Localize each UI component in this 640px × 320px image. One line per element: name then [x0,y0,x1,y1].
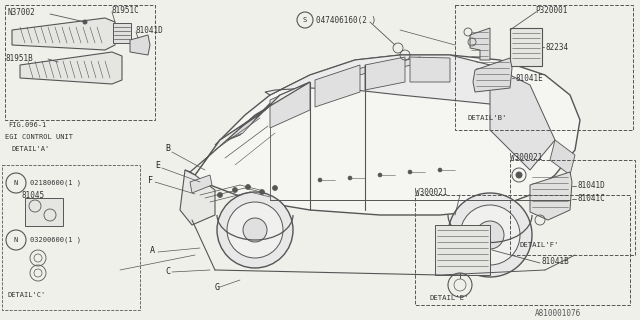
Text: 81041C: 81041C [578,194,605,203]
Polygon shape [365,57,405,90]
Circle shape [243,218,267,242]
Polygon shape [375,57,425,72]
Polygon shape [473,58,512,92]
Text: 81041D: 81041D [578,180,605,189]
Polygon shape [20,52,122,84]
Circle shape [227,202,283,258]
Bar [25,198,63,226]
Text: 81951B: 81951B [5,53,33,62]
Text: DETAIL'A': DETAIL'A' [12,146,51,152]
Circle shape [408,170,412,174]
Circle shape [232,188,237,193]
Circle shape [83,20,87,24]
Text: DETAIL'C': DETAIL'C' [8,292,46,298]
Circle shape [516,172,522,178]
Circle shape [448,193,532,277]
Circle shape [476,221,504,249]
Text: 82234: 82234 [545,43,568,52]
Text: E: E [155,161,160,170]
Text: 03200600(1 ): 03200600(1 ) [30,237,81,243]
Polygon shape [410,57,450,82]
Polygon shape [180,170,215,225]
Polygon shape [220,98,275,142]
Text: W300021: W300021 [510,153,542,162]
Bar [2,165,140,310]
Text: A: A [150,245,155,254]
Text: F: F [148,175,153,185]
Bar [510,28,542,66]
Bar [510,160,635,255]
Circle shape [259,189,264,195]
Polygon shape [320,67,370,85]
Polygon shape [130,35,150,55]
Polygon shape [190,82,310,175]
Polygon shape [315,65,360,107]
Text: EGI CONTROL UNIT: EGI CONTROL UNIT [5,134,73,140]
Text: 81045: 81045 [22,190,45,199]
Polygon shape [550,140,575,175]
Text: C: C [165,268,170,276]
Text: B: B [165,143,170,153]
Text: 81951C: 81951C [112,5,140,14]
Text: W300021: W300021 [415,188,447,196]
Text: DETAIL'E': DETAIL'E' [430,295,469,301]
Circle shape [218,193,223,197]
Polygon shape [490,65,555,170]
Circle shape [438,168,442,172]
Polygon shape [215,95,280,145]
Circle shape [273,186,278,190]
Circle shape [460,205,520,265]
Polygon shape [190,175,212,193]
Polygon shape [185,55,580,215]
Polygon shape [530,172,572,220]
Circle shape [348,176,352,180]
Text: A810001076: A810001076 [535,308,581,317]
Text: N: N [14,237,18,243]
Polygon shape [470,28,490,60]
Text: 81041B: 81041B [542,258,570,267]
Bar [415,195,630,305]
Text: S: S [303,17,307,23]
Text: N: N [14,180,18,186]
Circle shape [378,173,382,177]
Text: G: G [215,284,220,292]
Text: 02180600(1 ): 02180600(1 ) [30,180,81,186]
Bar [435,225,490,275]
Bar [455,5,633,130]
Text: 81041E: 81041E [515,74,543,83]
Text: FIG.096-1: FIG.096-1 [8,122,46,128]
Text: 81041D: 81041D [135,26,163,35]
Polygon shape [12,18,115,50]
Text: DETAIL'B': DETAIL'B' [468,115,508,121]
Text: P320001: P320001 [535,5,568,14]
Circle shape [318,178,322,182]
Circle shape [246,185,250,189]
Text: N37002: N37002 [8,7,36,17]
Bar [5,5,155,120]
Polygon shape [270,82,310,128]
Circle shape [217,192,293,268]
Text: DETAIL'F': DETAIL'F' [520,242,559,248]
Polygon shape [265,55,510,105]
Bar [113,23,131,43]
Text: 047406160(2 ): 047406160(2 ) [316,15,376,25]
